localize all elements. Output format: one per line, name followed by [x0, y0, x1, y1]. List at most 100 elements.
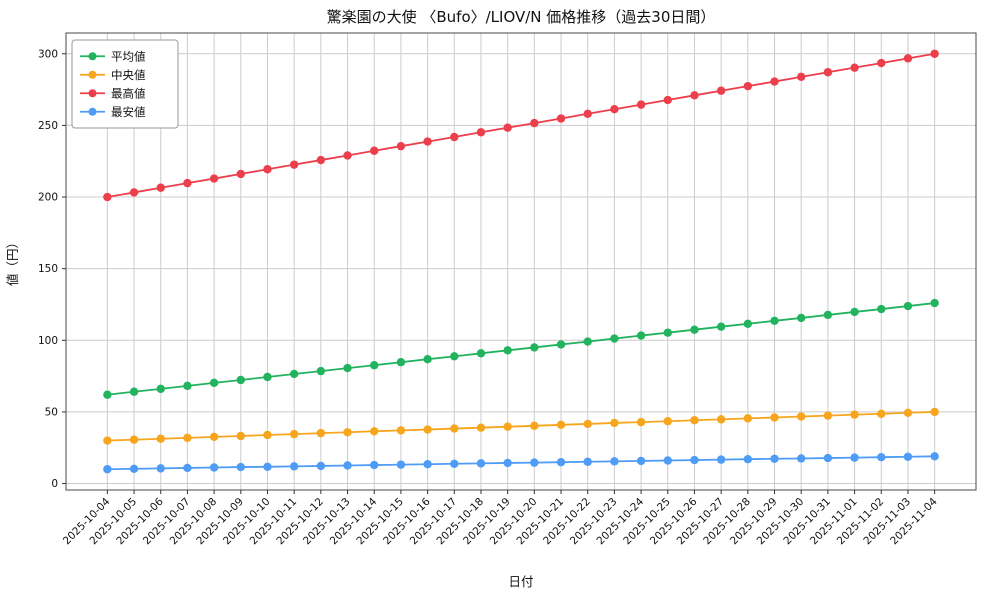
marker-max [503, 123, 512, 132]
marker-max [263, 165, 272, 174]
marker-min [129, 464, 139, 473]
marker-mean [690, 325, 699, 334]
marker-mean [129, 387, 139, 396]
marker-median [530, 421, 539, 431]
marker-max [236, 169, 245, 179]
marker-max [663, 95, 672, 105]
marker-mean [370, 361, 379, 370]
marker-median [450, 424, 459, 433]
marker-min [903, 452, 913, 461]
marker-max [289, 160, 299, 169]
marker-max [396, 141, 406, 151]
marker-median [610, 418, 619, 428]
marker-median [583, 419, 592, 429]
marker-max [450, 132, 459, 142]
marker-max [370, 146, 379, 155]
marker-max [556, 114, 566, 123]
marker-min [103, 465, 112, 474]
legend-marker-median [88, 70, 97, 79]
y-tick-label: 300 [38, 48, 58, 60]
legend-label-min: 最安値 [111, 105, 146, 119]
marker-min [636, 456, 646, 466]
marker-min [156, 464, 165, 473]
marker-mean [450, 352, 459, 361]
marker-mean [209, 378, 219, 388]
marker-max [183, 178, 192, 188]
marker-min [289, 462, 299, 471]
marker-mean [396, 358, 406, 367]
marker-mean [156, 384, 165, 394]
series-line-max [107, 52, 935, 198]
marker-median [263, 430, 272, 440]
grid-layer [66, 33, 976, 490]
x-axis-label: 日付 [508, 574, 533, 589]
marker-mean [530, 343, 539, 352]
marker-mean [850, 307, 859, 317]
marker-max [156, 183, 165, 192]
y-axis-label: 値（円） [5, 236, 20, 286]
legend-item-max: 最高値 [80, 86, 146, 100]
marker-min [716, 455, 726, 464]
marker-mean [316, 366, 326, 376]
marker-min [583, 457, 592, 466]
marker-mean [903, 301, 913, 311]
series-layer [103, 49, 939, 474]
chart-title: 驚楽園の大使 〈Bufo〉/LIOV/N 価格推移（過去30日間） [327, 8, 716, 26]
marker-max [716, 86, 726, 95]
marker-min [370, 460, 379, 470]
y-tick-label: 250 [38, 120, 58, 132]
marker-median [556, 420, 566, 430]
marker-max [636, 100, 646, 109]
marker-max [129, 188, 139, 197]
marker-median [690, 416, 699, 425]
series-line-median [107, 411, 935, 442]
legend-label-mean: 平均値 [111, 49, 146, 63]
marker-mean [183, 381, 192, 391]
marker-mean [610, 334, 619, 343]
marker-max [103, 192, 112, 202]
marker-mean [636, 331, 646, 340]
marker-max [850, 63, 859, 72]
legend-label-median: 中央値 [111, 68, 146, 82]
marker-min [316, 461, 326, 471]
marker-min [663, 456, 672, 465]
marker-max [316, 155, 326, 165]
marker-mean [236, 375, 245, 385]
marker-mean [823, 310, 833, 320]
series-line-min [107, 455, 935, 471]
marker-mean [263, 372, 272, 382]
marker-max [797, 72, 806, 82]
marker-min [877, 452, 886, 462]
marker-max [877, 58, 886, 68]
marker-max [530, 118, 539, 128]
marker-min [850, 453, 859, 462]
marker-median [183, 433, 192, 443]
marker-mean [289, 369, 299, 379]
marker-median [716, 415, 726, 424]
marker-max [209, 174, 219, 183]
marker-mean [343, 363, 352, 373]
marker-min [770, 454, 779, 463]
marker-min [263, 462, 272, 471]
marker-min [556, 458, 566, 467]
marker-median [877, 409, 886, 418]
marker-max [476, 128, 486, 137]
marker-min [823, 453, 833, 463]
marker-median [129, 435, 139, 444]
marker-median [423, 425, 432, 434]
marker-median [930, 407, 939, 417]
plot-border [65, 32, 977, 491]
y-tick-label: 200 [38, 192, 58, 204]
marker-max [823, 68, 833, 77]
marker-min [930, 452, 939, 461]
marker-mean [423, 355, 432, 364]
marker-max [770, 77, 779, 86]
marker-min [743, 454, 753, 464]
marker-min [530, 458, 539, 467]
marker-mean [503, 346, 512, 355]
marker-max [610, 105, 619, 114]
marker-min [476, 459, 486, 468]
legend-marker-max [88, 89, 97, 98]
